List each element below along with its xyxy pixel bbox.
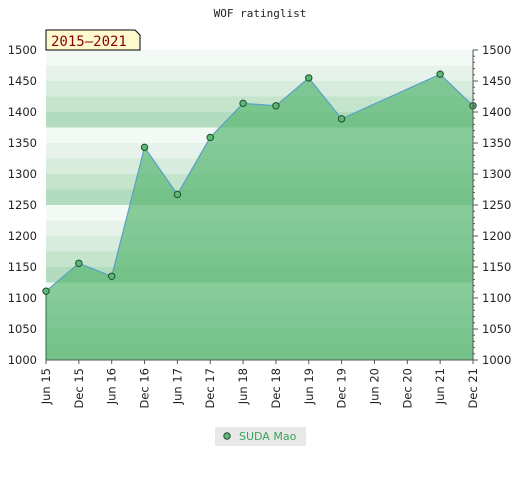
- legend-marker-suda-mao: [223, 432, 231, 440]
- x-tick-label: Dec 17: [203, 368, 217, 409]
- data-point[interactable]: [140, 143, 149, 152]
- y-tick-label-right: 1500: [482, 43, 511, 57]
- background-band: [46, 65, 473, 81]
- y-tick-label-right: 1150: [482, 260, 511, 274]
- x-tick-label: Dec 18: [269, 368, 283, 409]
- data-point[interactable]: [436, 70, 444, 78]
- background-band: [46, 81, 473, 97]
- x-tick-label: Jun 16: [105, 368, 119, 405]
- y-tick-label-right: 1400: [482, 105, 511, 119]
- legend-label-suda-mao: SUDA Mao: [239, 430, 297, 443]
- y-tick-label-left: 1200: [8, 229, 37, 243]
- legend[interactable]: SUDA Mao: [215, 427, 306, 446]
- data-point[interactable]: [337, 115, 346, 123]
- y-tick-label-left: 1050: [8, 322, 37, 336]
- x-tick-label: Dec 20: [400, 368, 414, 409]
- data-point[interactable]: [272, 102, 280, 110]
- y-tick-label-left: 1100: [8, 291, 37, 305]
- period-badge-box: [45, 29, 141, 51]
- x-tick-label: Jun 18: [236, 368, 250, 405]
- y-tick-label-right: 1200: [482, 229, 511, 243]
- axes: [45, 49, 478, 364]
- x-tick-label: Jun 17: [170, 368, 184, 405]
- y-tick-label-right: 1450: [482, 74, 511, 88]
- y-tick-label-left: 1000: [8, 353, 37, 367]
- x-tick-label: Jun 15: [39, 368, 53, 405]
- y-tick-label-left: 1250: [8, 198, 37, 212]
- legend-box: [215, 427, 306, 446]
- data-point[interactable]: [42, 287, 50, 295]
- background-band: [46, 50, 473, 66]
- x-tick-label: Dec 16: [138, 368, 152, 409]
- y-tick-label-right: 1300: [482, 167, 511, 181]
- series-line-suda-mao: [45, 73, 474, 292]
- data-point[interactable]: [239, 99, 247, 108]
- x-tick-label: Jun 21: [433, 368, 447, 405]
- y-tick-label-left: 1300: [8, 167, 37, 181]
- x-tick-label: Jun 19: [302, 368, 316, 405]
- rating-area: [46, 74, 473, 361]
- y-tick-label-right: 1350: [482, 136, 511, 150]
- x-tick-label: Dec 19: [335, 368, 349, 409]
- data-point[interactable]: [75, 259, 83, 267]
- data-point[interactable]: [305, 74, 313, 82]
- y-tick-label-right: 1000: [482, 353, 511, 367]
- period-badge-label: 2015–2021: [51, 34, 127, 50]
- x-tick-label: Jun 20: [367, 368, 381, 405]
- data-point[interactable]: [107, 272, 116, 280]
- y-tick-label-left: 1500: [8, 43, 37, 57]
- y-tick-label-right: 1050: [482, 322, 511, 336]
- data-point[interactable]: [173, 190, 182, 199]
- y-tick-label-right: 1250: [482, 198, 511, 212]
- data-point[interactable]: [206, 133, 214, 142]
- y-tick-label-right: 1100: [482, 291, 511, 305]
- chart-title: WOF ratinglist: [214, 7, 307, 20]
- y-tick-label-left: 1450: [8, 74, 37, 88]
- y-tick-label-left: 1150: [8, 260, 37, 274]
- y-tick-label-left: 1400: [8, 105, 37, 119]
- x-tick-label: Dec 21: [466, 368, 480, 409]
- y-tick-label-left: 1350: [8, 136, 37, 150]
- x-tick-label: Dec 15: [72, 368, 86, 409]
- period-badge: 2015–2021: [45, 29, 141, 51]
